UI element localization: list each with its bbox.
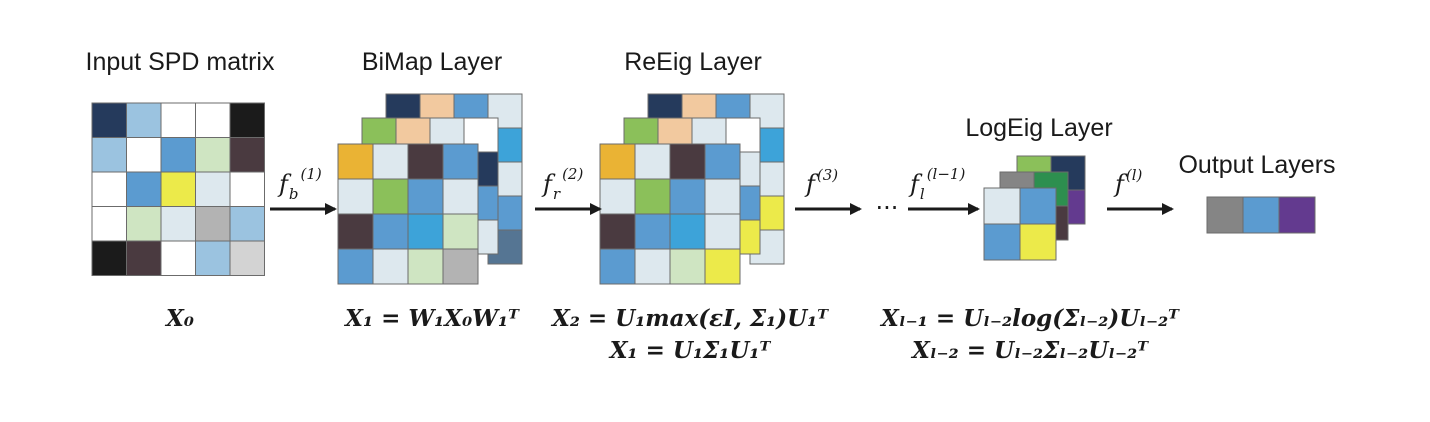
svg-text:f(l): f (l)	[1113, 166, 1143, 198]
input-matrix-cell	[126, 171, 162, 207]
function-label-f2: fr(2)	[541, 165, 583, 203]
output-vector-cell	[1278, 196, 1316, 234]
bimap-front-cell	[372, 213, 409, 250]
reeig-front-cell	[669, 248, 706, 285]
logeig-layer-title: LogEig Layer	[965, 114, 1112, 142]
reeig-front-cell	[634, 248, 671, 285]
logeig-front-cell	[1019, 223, 1057, 261]
logeig-front-cell	[1019, 187, 1057, 225]
equation-bimap: X₁ = W₁X₀W₁ᵀ	[343, 305, 520, 332]
bimap-front-cell	[337, 213, 374, 250]
equation-reeig-1: X₂ = U₁max(εI, Σ₁)U₁ᵀ	[550, 305, 829, 332]
output-vector-cell	[1242, 196, 1280, 234]
input-matrix-cell	[160, 137, 196, 173]
reeig-layer-title: ReEig Layer	[624, 48, 762, 76]
input-matrix-cell	[91, 137, 127, 173]
logeig-front-cell	[983, 223, 1021, 261]
svg-text:fr(2): fr(2)	[541, 165, 583, 203]
bimap-front-cell	[372, 248, 409, 285]
reeig-front-cell	[704, 248, 741, 285]
reeig-front-cell	[669, 213, 706, 250]
input-matrix-cell	[160, 240, 196, 276]
bimap-front-cell	[407, 248, 444, 285]
input-matrix-cell	[229, 206, 265, 242]
reeig-front-cell	[599, 178, 636, 215]
function-label-f3: f (3)	[804, 166, 838, 198]
reeig-front-cell	[669, 143, 706, 180]
input-spd-matrix-title: Input SPD matrix	[86, 48, 275, 76]
bimap-front-cell	[407, 213, 444, 250]
reeig-front-cell	[704, 213, 741, 250]
equation-logeig-2: Xₗ₋₂ = Uₗ₋₂Σₗ₋₂Uₗ₋₂ᵀ	[910, 337, 1149, 364]
reeig-front-cell	[599, 248, 636, 285]
reeig-front-cell	[599, 213, 636, 250]
svg-text:f(3): f (3)	[804, 166, 838, 198]
function-label-f1: fb(1)	[277, 165, 322, 203]
reeig-front-cell	[669, 178, 706, 215]
bimap-front-cell	[407, 143, 444, 180]
input-matrix-cell	[195, 102, 231, 138]
bimap-front-cell	[337, 143, 374, 180]
output-vector	[1206, 196, 1316, 234]
input-spd-matrix	[91, 102, 265, 276]
reeig-matrix-stack	[599, 93, 785, 285]
equation-x0: X₀	[164, 305, 194, 332]
reeig-front-cell	[634, 178, 671, 215]
ellipsis-text: ···	[876, 194, 899, 222]
input-matrix-cell	[91, 171, 127, 207]
function-label-fl-1: fl(l−1)	[908, 165, 965, 203]
function-label-fl: f (l)	[1113, 166, 1143, 198]
input-matrix-cell	[229, 137, 265, 173]
bimap-layer-title: BiMap Layer	[362, 48, 502, 76]
output-vector-cell	[1206, 196, 1244, 234]
bimap-matrix-stack	[337, 93, 523, 285]
bimap-front-cell	[337, 178, 374, 215]
input-matrix-cell	[126, 137, 162, 173]
input-matrix-cell	[160, 102, 196, 138]
input-matrix-cell	[195, 137, 231, 173]
bimap-front-cell	[442, 178, 479, 215]
logeig-matrix-stack	[983, 155, 1086, 261]
bimap-front-cell	[372, 178, 409, 215]
input-matrix-cell	[195, 206, 231, 242]
input-matrix-cell	[195, 240, 231, 276]
reeig-front-cell	[704, 143, 741, 180]
svg-text:fb(1): fb(1)	[277, 165, 322, 203]
input-matrix-cell	[229, 171, 265, 207]
input-matrix-cell	[126, 240, 162, 276]
equation-logeig-1: Xₗ₋₁ = Uₗ₋₂log(Σₗ₋₂)Uₗ₋₂ᵀ	[879, 305, 1180, 332]
logeig-front-cell	[983, 187, 1021, 225]
equation-reeig-2: X₁ = U₁Σ₁U₁ᵀ	[608, 337, 772, 364]
reeig-front-cell	[704, 178, 741, 215]
input-matrix-cell	[160, 171, 196, 207]
input-matrix-cell	[229, 240, 265, 276]
bimap-front-cell	[442, 143, 479, 180]
reeig-front-cell	[634, 213, 671, 250]
bimap-front-cell	[407, 178, 444, 215]
input-matrix-cell	[195, 171, 231, 207]
input-matrix-cell	[160, 206, 196, 242]
bimap-front-cell	[337, 248, 374, 285]
bimap-front-cell	[372, 143, 409, 180]
bimap-front-cell	[442, 248, 479, 285]
reeig-front-cell	[599, 143, 636, 180]
bimap-front-cell	[442, 213, 479, 250]
input-matrix-cell	[91, 206, 127, 242]
input-matrix-cell	[126, 102, 162, 138]
input-matrix-cell	[91, 240, 127, 276]
input-matrix-cell	[229, 102, 265, 138]
input-matrix-cell	[91, 102, 127, 138]
reeig-front-cell	[634, 143, 671, 180]
svg-text:fl(l−1): fl(l−1)	[908, 165, 965, 203]
input-matrix-cell	[126, 206, 162, 242]
output-layers-title: Output Layers	[1178, 151, 1335, 179]
